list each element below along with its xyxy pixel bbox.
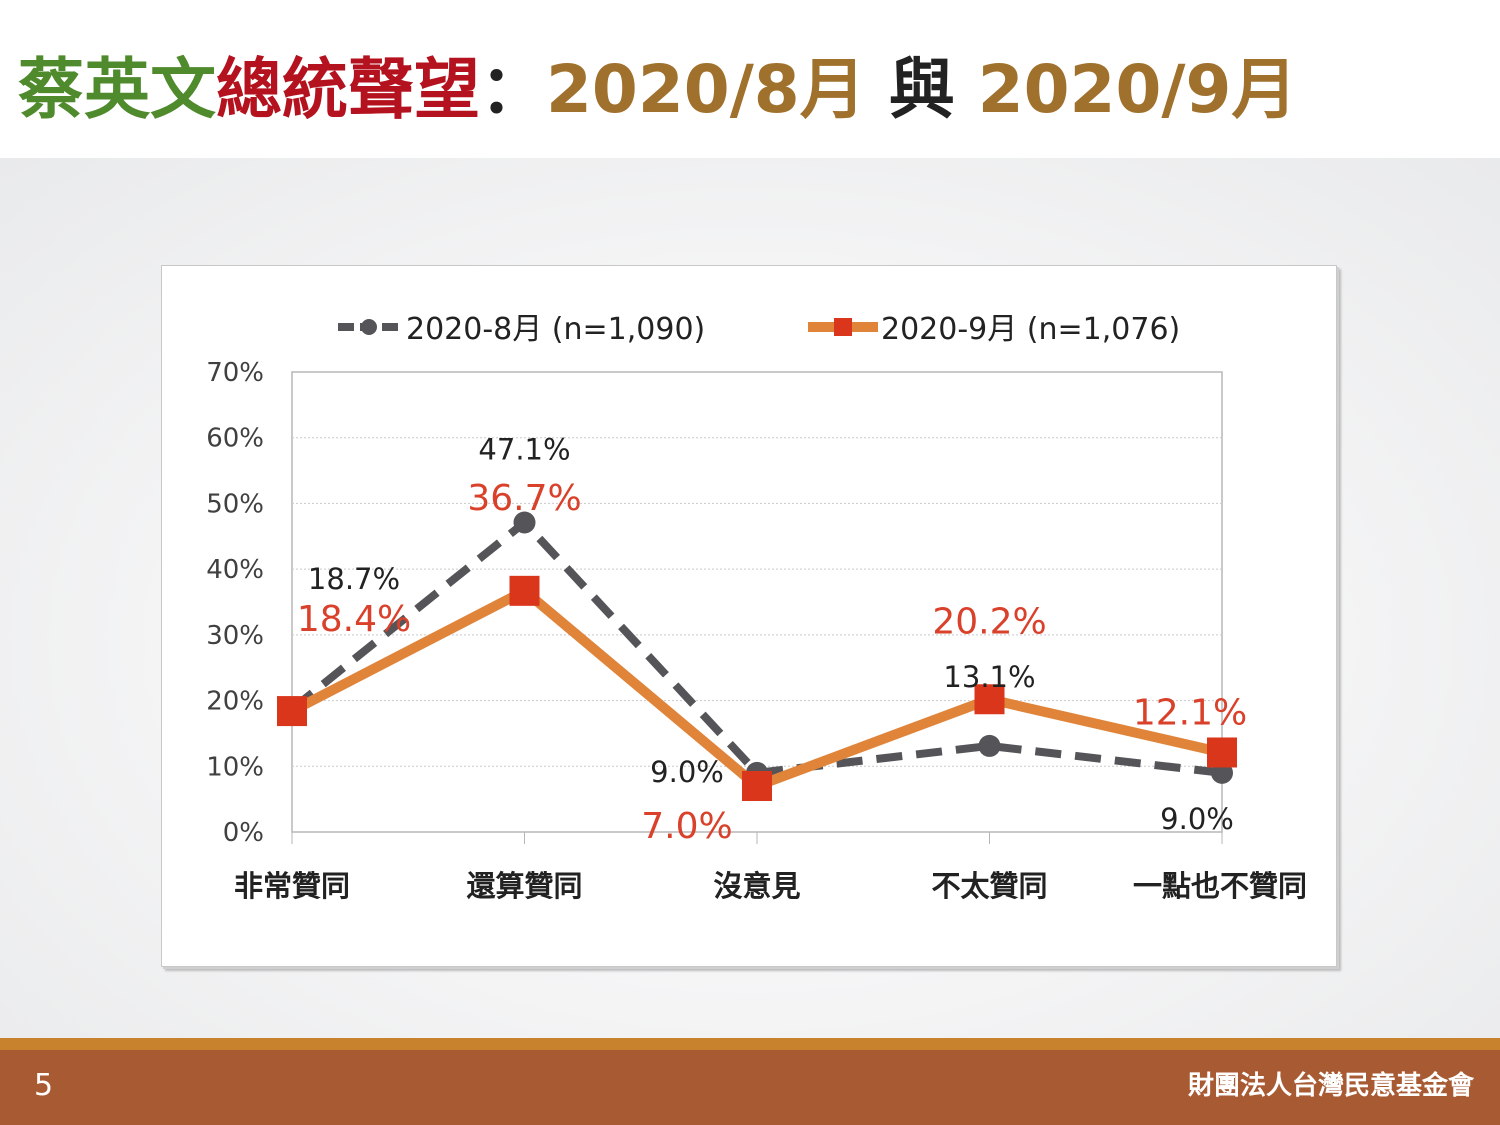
data-label-aug: 9.0% [650, 755, 724, 789]
line-chart: 0% 10% 20% 30% 40% 50% 60% 70% 非常贊同 還算贊同 沒意見 不太贊同 一點… [206, 312, 1307, 903]
chart-frame: 0% 10% 20% 30% 40% 50% 60% 70% 非常贊同 還算贊同 沒意見 不太贊同 一點… [161, 265, 1337, 967]
page-title: 蔡英文總統聲望：2020/8月 與 2020/9月 [18, 42, 1297, 142]
series-point-sep [974, 684, 1005, 715]
x-category-label: 非常贊同 [234, 869, 350, 903]
x-category-label: 還算贊同 [466, 869, 582, 903]
x-category-label: 不太贊同 [931, 869, 1047, 903]
series-point-aug [978, 734, 1001, 757]
series-point-sep [277, 696, 307, 727]
y-tick-label: 70% [206, 358, 264, 388]
data-label-aug: 13.1% [943, 660, 1035, 694]
x-category-label: 一點也不贊同 [1133, 869, 1307, 903]
legend-label-aug: 2020-8月 (n=1,090) [406, 312, 705, 347]
series-point-sep [742, 771, 772, 801]
title-joiner: 與 [865, 51, 978, 128]
y-tick-label: 60% [206, 424, 264, 454]
series-point-aug [513, 511, 536, 534]
series-point-sep [509, 575, 540, 606]
y-tick-label: 10% [206, 752, 264, 782]
data-label-aug: 47.1% [478, 432, 570, 466]
legend-label-sep: 2020-9月 (n=1,076) [881, 312, 1180, 347]
title-subject: 總統聲望 [216, 51, 480, 128]
data-label-sep: 20.2% [932, 601, 1046, 642]
legend-marker-aug [361, 319, 377, 335]
title-colon: ： [480, 51, 546, 128]
title-period-1: 2020/8月 [546, 51, 866, 128]
y-tick-label: 0% [223, 818, 264, 848]
title-period-2: 2020/9月 [977, 51, 1298, 128]
series-line-aug [289, 518, 1223, 777]
legend-marker-sep [834, 318, 852, 336]
x-category-label: 沒意見 [713, 869, 800, 903]
page-number: 5 [34, 1068, 54, 1103]
data-label-aug: 18.7% [308, 562, 400, 596]
y-tick-label: 40% [206, 555, 264, 585]
y-tick-label: 20% [206, 687, 264, 717]
footer: 5 財團法人台灣民意基金會 [0, 1050, 1500, 1125]
data-label-sep: 12.1% [1133, 692, 1247, 733]
series-point-sep [1207, 737, 1237, 768]
title-name: 蔡英文 [18, 51, 216, 128]
organization-name: 財團法人台灣民意基金會 [1187, 1071, 1474, 1101]
data-label-sep: 18.4% [297, 599, 411, 640]
y-tick-label: 50% [206, 489, 264, 519]
data-label-sep: 36.7% [467, 478, 581, 519]
header: 蔡英文總統聲望：2020/8月 與 2020/9月 [0, 0, 1500, 158]
data-label-aug: 9.0% [1160, 802, 1234, 836]
y-tick-label: 30% [206, 621, 264, 651]
data-label-sep: 7.0% [641, 806, 732, 847]
footer-accent-line [0, 1038, 1500, 1050]
